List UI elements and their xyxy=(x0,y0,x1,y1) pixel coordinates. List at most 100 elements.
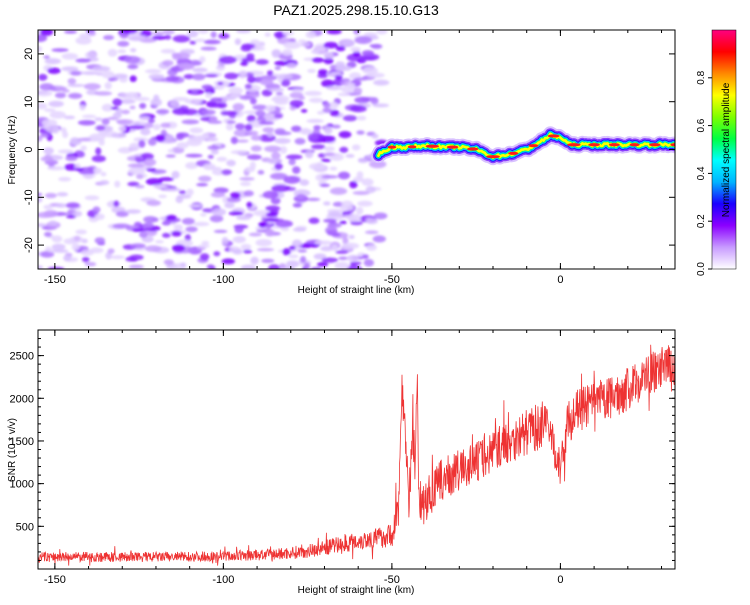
noise-blob xyxy=(342,236,349,245)
noise-blob xyxy=(283,175,301,184)
noise-blob xyxy=(61,89,70,93)
noise-blob xyxy=(185,162,198,170)
noise-blob xyxy=(338,256,349,261)
noise-blob xyxy=(171,52,181,57)
signal-hotspot xyxy=(425,144,439,148)
noise-blob xyxy=(178,190,187,195)
noise-blob xyxy=(57,149,74,154)
noise-blob xyxy=(94,117,103,122)
noise-blob xyxy=(240,264,256,269)
noise-blob xyxy=(136,174,144,180)
snr-y-tick-label: 1000 xyxy=(10,479,34,491)
noise-blob xyxy=(104,82,112,90)
noise-blob xyxy=(152,123,161,131)
noise-blob xyxy=(171,230,182,237)
noise-blob xyxy=(38,34,48,42)
noise-blob xyxy=(323,41,339,49)
noise-blob xyxy=(323,57,334,65)
noise-blob xyxy=(246,201,253,208)
colorbar-label: Normalized spectral amplitude xyxy=(721,82,732,217)
noise-blob xyxy=(274,128,286,135)
noise-blob xyxy=(339,220,347,225)
noise-blob xyxy=(125,209,142,214)
noise-blob xyxy=(232,248,243,255)
noise-blob xyxy=(265,212,278,217)
noise-blob xyxy=(189,127,204,134)
noise-blob xyxy=(152,184,167,189)
spectrogram-y-axis-label: Frequency (Hz) xyxy=(7,116,18,185)
noise-blob xyxy=(341,242,360,250)
noise-blob xyxy=(311,57,325,63)
noise-blob xyxy=(124,55,141,64)
noise-blob xyxy=(51,243,66,250)
snr-series xyxy=(38,344,675,566)
signal-trace xyxy=(370,126,675,166)
noise-blob xyxy=(268,264,281,269)
noise-blob xyxy=(346,254,360,262)
noise-blob xyxy=(184,98,203,105)
noise-blob xyxy=(314,240,333,246)
noise-blob xyxy=(371,133,379,139)
noise-blob xyxy=(307,132,319,140)
noise-blob xyxy=(128,124,145,130)
noise-blob xyxy=(224,72,239,80)
noise-blob xyxy=(267,158,283,165)
noise-blob xyxy=(203,39,221,45)
noise-blob xyxy=(244,166,256,173)
noise-blob xyxy=(258,121,275,125)
signal-hotspot xyxy=(608,143,620,147)
signal-hotspot xyxy=(486,155,500,159)
noise-blob xyxy=(275,219,293,228)
noise-blob xyxy=(288,254,299,259)
noise-blob xyxy=(40,133,50,138)
noise-blob xyxy=(67,78,77,85)
noise-blob xyxy=(119,32,129,39)
noise-blob xyxy=(264,228,275,237)
noise-blob xyxy=(162,30,175,35)
noise-blob xyxy=(38,223,47,228)
noise-blob xyxy=(292,202,303,208)
noise-blob xyxy=(273,113,283,119)
noise-blob xyxy=(282,49,293,56)
noise-blob xyxy=(249,97,257,105)
noise-blob xyxy=(282,31,295,36)
noise-blob xyxy=(84,51,98,59)
colorbar-tick-label: 0.0 xyxy=(696,262,707,276)
noise-blob xyxy=(337,171,351,180)
noise-blob xyxy=(121,109,130,115)
noise-blob xyxy=(69,236,84,243)
noise-blob xyxy=(65,202,80,209)
noise-blob xyxy=(274,73,293,80)
noise-blob xyxy=(201,84,213,90)
noise-blob xyxy=(201,240,210,245)
noise-blob xyxy=(286,260,300,268)
noise-blob xyxy=(239,95,253,100)
noise-blob xyxy=(101,70,115,79)
noise-blob xyxy=(334,75,343,80)
noise-blob xyxy=(114,180,121,188)
chart-title: PAZ1.2025.298.15.10.G13 xyxy=(273,2,439,18)
noise-blob xyxy=(65,215,77,219)
noise-blob xyxy=(361,50,374,57)
noise-blob xyxy=(235,30,251,34)
noise-blob xyxy=(339,146,349,153)
noise-blob xyxy=(91,155,106,163)
snr-line xyxy=(38,344,675,566)
noise-blob xyxy=(275,91,284,96)
signal-hotspot xyxy=(588,143,600,147)
noise-blob xyxy=(70,70,82,76)
noise-blob xyxy=(235,139,249,143)
noise-blob xyxy=(282,248,291,256)
noise-blob xyxy=(311,144,326,150)
noise-blob xyxy=(185,226,198,233)
spectrogram-x-tick-label: -100 xyxy=(212,274,234,286)
noise-blob xyxy=(40,250,55,258)
noise-blob xyxy=(117,49,127,54)
noise-blob xyxy=(43,204,54,210)
noise-blob xyxy=(65,155,78,161)
noise-blob xyxy=(329,187,348,195)
noise-blob xyxy=(321,257,339,263)
noise-blob xyxy=(218,56,237,64)
noise-blob xyxy=(69,137,80,146)
noise-blob xyxy=(134,96,151,102)
